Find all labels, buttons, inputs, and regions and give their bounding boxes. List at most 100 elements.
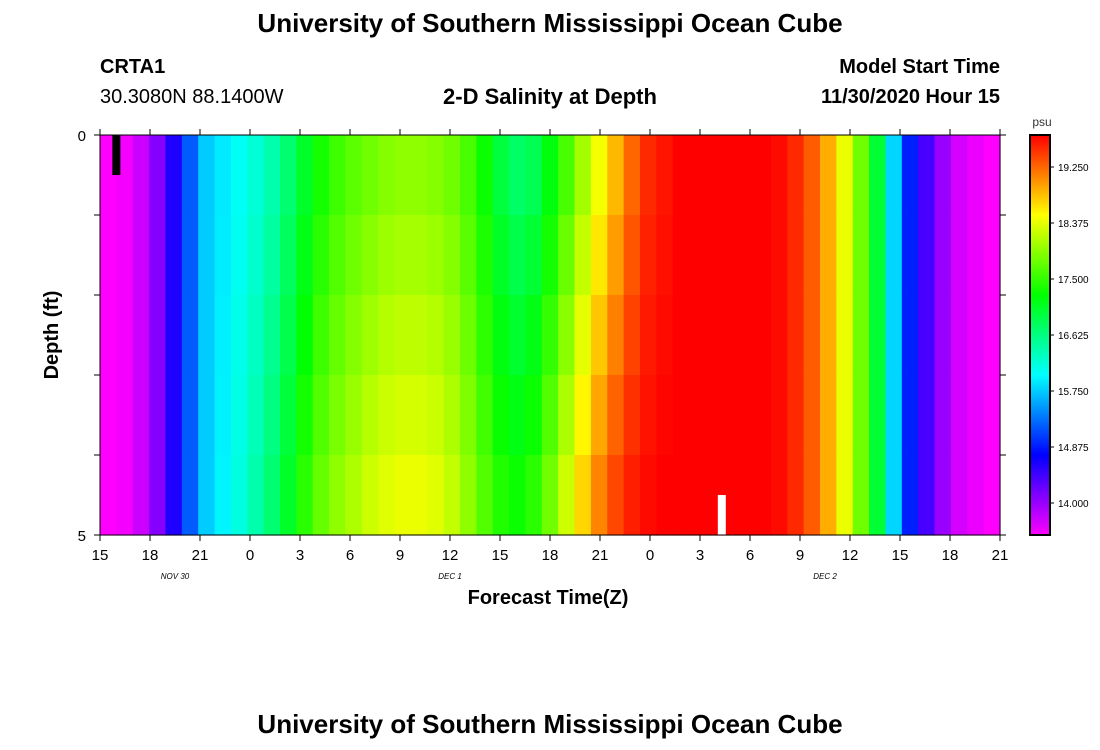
heatmap-cell [312, 375, 330, 456]
x-tick-label: 18 [942, 547, 959, 564]
heatmap-cell [132, 375, 150, 456]
heatmap-cell [950, 375, 968, 456]
heatmap-cell [869, 135, 887, 216]
heatmap-cell [476, 135, 494, 216]
x-tick-label: 3 [696, 547, 704, 564]
heatmap-cell [672, 375, 690, 456]
heatmap-cell [198, 375, 216, 456]
heatmap-cell [640, 375, 657, 456]
heatmap-cell [509, 375, 527, 456]
heatmap-cell [378, 135, 396, 216]
heatmap-cell [950, 295, 968, 376]
heatmap-cell [754, 375, 772, 456]
heatmap-cell [689, 135, 707, 216]
heatmap-cell [100, 215, 117, 296]
heatmap-cell [950, 455, 968, 536]
heatmap-cell [476, 215, 494, 296]
heatmap-cell [640, 295, 657, 376]
heatmap-cell [149, 375, 167, 456]
colorbar-tick-label: 18.375 [1058, 219, 1089, 230]
heatmap-cell [509, 295, 527, 376]
heatmap-cell [116, 455, 134, 536]
heatmap-cell [590, 295, 608, 376]
heatmap-cell [934, 135, 952, 216]
heatmap-cell [525, 295, 543, 376]
heatmap-cell [116, 375, 134, 456]
heatmap-cell [983, 375, 1001, 456]
heatmap-cell [852, 215, 870, 296]
heatmap-cell [590, 455, 608, 536]
heatmap-cell [394, 375, 412, 456]
heatmap-cell [492, 375, 510, 456]
heatmap-cell [410, 135, 428, 216]
colorbar-tick-label: 19.250 [1058, 163, 1089, 174]
heatmap-cell [181, 295, 199, 376]
heatmap-cell [836, 215, 854, 296]
heatmap-cell [345, 295, 363, 376]
heatmap-cell [149, 215, 167, 296]
heatmap-cell [132, 295, 150, 376]
heatmap-cell [100, 295, 117, 376]
heatmap-cell [967, 295, 985, 376]
heatmap-cell [181, 135, 199, 216]
heatmap-cell [345, 135, 363, 216]
heatmap-cell [885, 375, 903, 456]
heatmap-cell [852, 135, 870, 216]
heatmap-cell [378, 375, 396, 456]
heatmap-cell [705, 215, 723, 296]
heatmap-cell [214, 375, 232, 456]
heatmap-cell [623, 215, 641, 296]
heatmap-cell [918, 135, 936, 216]
heatmap-cell [410, 295, 428, 376]
heatmap-cell [509, 215, 527, 296]
heatmap-cell [427, 455, 445, 536]
heatmap-cell [230, 135, 248, 216]
heatmap-cell [443, 455, 461, 536]
heatmap-cell [460, 135, 477, 216]
x-tick-label: 0 [646, 547, 654, 564]
y-axis-ticks: 05 [78, 128, 1006, 545]
heatmap-cell [247, 455, 265, 536]
heatmap-cell [541, 215, 559, 296]
heatmap-cell [754, 295, 772, 376]
heatmap-cell [672, 135, 690, 216]
date-label: DEC 2 [813, 572, 837, 581]
heatmap-cell [263, 135, 281, 216]
heatmap-cell [443, 215, 461, 296]
heatmap-cell [100, 375, 117, 456]
heatmap-cell [574, 455, 592, 536]
heatmap-cell [770, 455, 788, 536]
colorbar-tick-label: 14.000 [1058, 499, 1089, 510]
colorbar-tick-label: 17.500 [1058, 275, 1089, 286]
heatmap-cell [721, 295, 739, 376]
page-title: University of Southern Mississippi Ocean… [257, 8, 843, 38]
heatmap-cell [918, 455, 936, 536]
heatmap-cell [623, 295, 641, 376]
heatmap-cell [558, 295, 576, 376]
heatmap-cell [787, 135, 805, 216]
heatmap-cell [672, 215, 690, 296]
heatmap-cell [296, 215, 314, 296]
heatmap-cell [525, 455, 543, 536]
heatmap-cell [852, 295, 870, 376]
heatmap-cell [525, 215, 543, 296]
heatmap-cell [885, 455, 903, 536]
heatmap-markers [112, 135, 726, 535]
heatmap-cell [770, 215, 788, 296]
heatmap-cell [640, 135, 657, 216]
heatmap-cell [738, 135, 756, 216]
heatmap-cell [181, 215, 199, 296]
heatmap-cell [820, 215, 837, 296]
heatmap-cell [214, 215, 232, 296]
heatmap-cell [378, 455, 396, 536]
heatmap-cell [296, 455, 314, 536]
heatmap-cell [640, 455, 657, 536]
heatmap-cell [165, 375, 183, 456]
heatmap-cell [394, 295, 412, 376]
heatmap-cell [918, 215, 936, 296]
heatmap-cell [934, 295, 952, 376]
heatmap-cell [329, 215, 347, 296]
heatmap-cell [492, 135, 510, 216]
heatmap-cell [558, 455, 576, 536]
heatmap-cell [721, 135, 739, 216]
